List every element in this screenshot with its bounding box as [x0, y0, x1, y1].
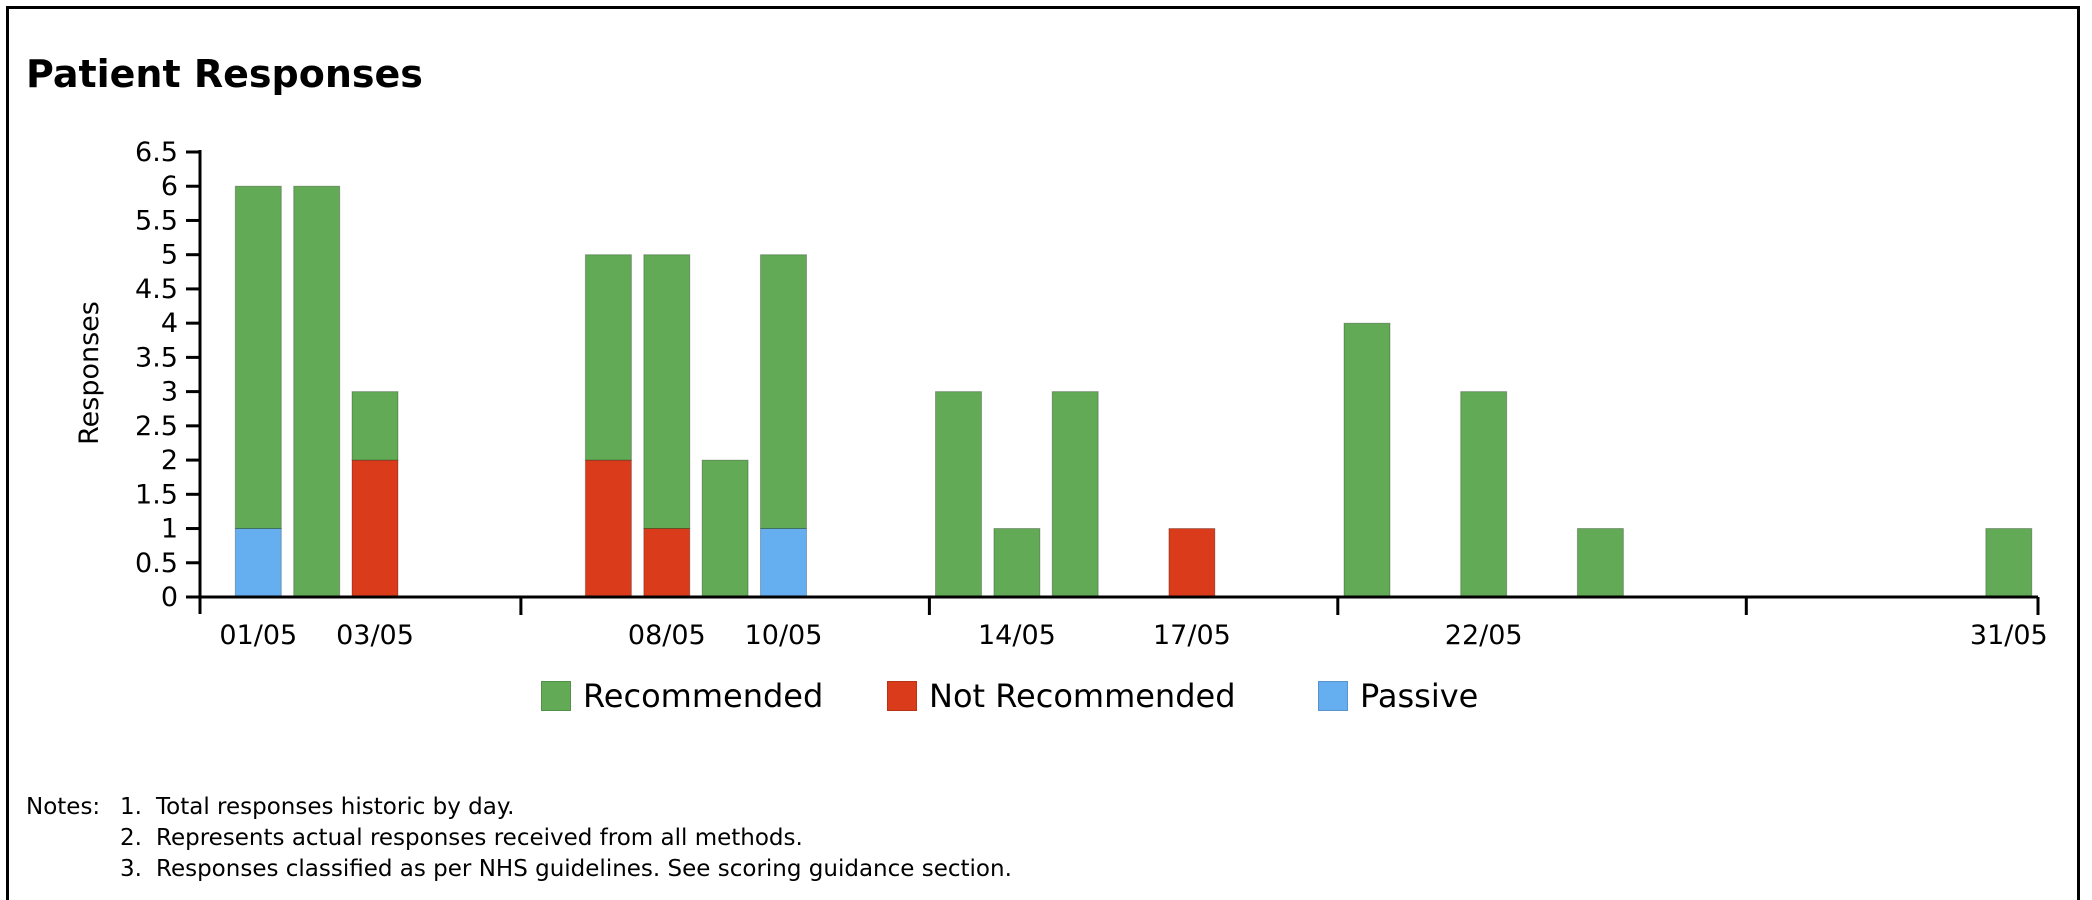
legend-label-not-recommended: Not Recommended: [929, 677, 1236, 715]
note-indent: [26, 823, 120, 854]
bar-not-recommended: [1168, 528, 1216, 598]
y-tick-label: 0: [161, 582, 178, 613]
bar-passive: [234, 528, 282, 598]
y-tick-label: 3.5: [135, 342, 178, 373]
bar-recommended: [701, 459, 749, 598]
bar-recommended: [760, 254, 807, 529]
x-tick-label: 17/05: [1153, 620, 1231, 651]
y-tick-label: 2.5: [135, 411, 178, 442]
bar-recommended: [993, 528, 1041, 598]
notes: Notes: 1. Total responses historic by da…: [26, 792, 1012, 885]
axes-group: 00.51 1.522.53 3.544.55 5.566.5 01/05 03/05 08…: [135, 137, 2048, 651]
legend-label-recommended: Recommended: [583, 677, 824, 715]
legend-item-passive: Passive: [1318, 676, 1478, 716]
bar-recommended: [1576, 528, 1624, 598]
note-row: 2. Represents actual responses received …: [26, 823, 1012, 854]
bar-recommended: [1460, 391, 1508, 598]
x-tick-label: 03/05: [336, 620, 414, 651]
y-tick-label: 0.5: [135, 548, 178, 579]
legend-swatch-recommended: [541, 681, 571, 711]
x-tick-label: 31/05: [1970, 620, 2048, 651]
legend-label-passive: Passive: [1360, 677, 1479, 715]
bar-recommended: [234, 185, 282, 529]
bar-recommended: [1051, 391, 1099, 598]
bar-recommended: [351, 391, 399, 461]
bar-recommended: [1343, 322, 1391, 598]
bars-group: [234, 185, 2033, 598]
y-tick-label: 4.5: [135, 274, 178, 305]
note-text: Total responses historic by day.: [156, 794, 515, 820]
y-tick-label: 5: [161, 240, 178, 271]
y-tick-label: 3: [161, 377, 178, 408]
legend-item-not-recommended: Not Recommended: [887, 676, 1236, 716]
x-tick-label: 22/05: [1445, 620, 1523, 651]
note-row: 3. Responses classified as per NHS guide…: [26, 854, 1012, 885]
legend-swatch-not-recommended: [887, 681, 917, 711]
y-axis-label-group: Responses: [74, 301, 105, 445]
note-number: 3.: [120, 856, 142, 882]
note-number: 1.: [120, 794, 142, 820]
y-tick-label: 2: [161, 445, 178, 476]
x-tick-label: 10/05: [745, 620, 823, 651]
bar-not-recommended: [584, 459, 632, 598]
bar-not-recommended: [351, 459, 399, 598]
legend-swatch-passive: [1318, 681, 1348, 711]
bar-recommended: [1985, 528, 2033, 598]
bar-passive: [760, 528, 807, 598]
bar-recommended: [643, 254, 691, 529]
legend-item-recommended: Recommended: [541, 676, 823, 716]
chart-frame: [6, 6, 2080, 900]
y-axis-label: Responses: [74, 301, 105, 445]
bar-not-recommended: [643, 528, 691, 598]
y-tick-label: 6.5: [135, 137, 178, 168]
note-row: Notes: 1. Total responses historic by da…: [26, 792, 1012, 823]
note-text: Represents actual responses received fro…: [156, 825, 803, 851]
y-tick-label: 1.5: [135, 479, 178, 510]
bar-recommended: [935, 391, 982, 598]
chart-title: Patient Responses: [26, 52, 423, 96]
y-tick-label: 6: [161, 171, 178, 202]
x-tick-label: 08/05: [628, 620, 706, 651]
x-tick-label: 01/05: [219, 620, 297, 651]
legend: Recommended Not Recommended Passive: [0, 676, 1680, 716]
x-tick-label: 14/05: [978, 620, 1056, 651]
y-tick-label: 4: [161, 308, 178, 339]
note-text: Responses classified as per NHS guidelin…: [156, 856, 1012, 882]
bar-recommended: [584, 254, 632, 461]
y-tick-label: 5.5: [135, 205, 178, 236]
y-tick-label: 1: [161, 514, 178, 545]
notes-prefix: Notes:: [26, 794, 101, 820]
note-indent: [26, 854, 120, 885]
bar-recommended: [293, 185, 341, 598]
note-number: 2.: [120, 825, 142, 851]
